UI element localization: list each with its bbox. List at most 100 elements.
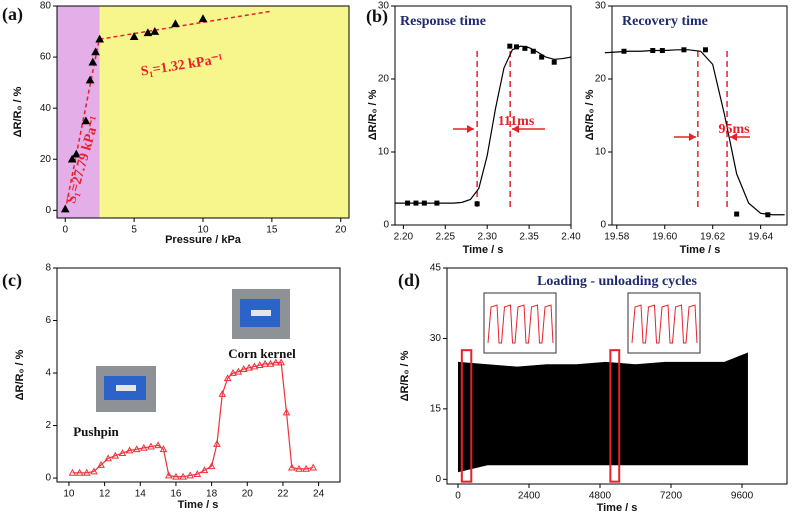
y-tick-label: 0 [600,220,606,231]
marker [71,149,81,158]
marker [213,439,221,447]
marker [255,361,264,369]
y-tick-label: 20 [378,74,390,85]
x-tick-label: 2.25 [436,232,456,243]
marker [295,464,303,472]
x-tick-label: 19.60 [652,232,677,243]
marker [143,28,153,37]
marker [186,471,195,479]
marker [139,443,148,451]
zoom-wave [487,304,554,344]
plot-frame [56,5,350,219]
marker [659,48,665,54]
marker [129,32,139,40]
sample-label: Corn kernel [228,346,296,361]
marker [702,47,708,53]
x-tick-label: 2.30 [477,232,497,243]
fit-curve [395,45,572,204]
y-tick-label: 6 [45,315,51,326]
y-axis-label: ΔR/R₀ / % [584,89,596,140]
y-tick-label: 4 [45,368,51,379]
marker [95,34,105,43]
y-axis-label: ΔR/R₀ / % [14,349,26,400]
marker [621,48,627,54]
marker [245,363,253,371]
marker [118,449,127,457]
x-tick-label: 2400 [518,491,541,502]
y-tick-label: 80 [40,1,52,12]
y-tick-label: 0 [383,220,389,231]
marker [85,75,95,84]
y-tick-label: 20 [595,74,607,85]
panel-label: (b) [366,6,388,27]
region [99,6,349,218]
photo-patch [251,310,271,316]
x-tick-label: 18 [206,489,218,500]
marker [507,43,513,49]
marker [413,200,419,206]
marker [266,359,275,367]
marker [82,468,91,476]
marker [514,44,520,50]
annotation: 95ms [718,122,750,137]
y-tick-label: 15 [430,404,442,415]
arrow-head [512,125,519,133]
marker [172,472,180,480]
marker [530,48,536,54]
y-tick-label: 60 [40,52,52,63]
marker [434,200,440,206]
marker [474,201,480,207]
x-axis-label: Time / s [680,244,721,256]
marker [288,463,296,471]
arrow-head [467,125,474,133]
x-tick-label: 5 [131,225,137,236]
marker [154,441,162,449]
marker [104,454,113,462]
marker [125,446,134,454]
x-tick-label: 20 [242,489,254,500]
x-tick-label: 10 [63,489,75,500]
marker [522,45,528,51]
x-tick-label: 19.62 [700,232,725,243]
marker [179,472,187,480]
x-tick-label: 4800 [589,491,612,502]
x-tick-label: 19.58 [604,232,629,243]
marker [302,464,310,472]
marker [239,365,248,372]
marker [277,358,286,366]
photo-patch [116,385,136,391]
fit-line [64,36,101,211]
marker [207,462,216,470]
zoom-inset [627,292,701,354]
marker [75,468,84,476]
plot-frame [394,5,572,226]
x-tick-label: 20 [335,225,347,236]
marker [164,471,173,479]
y-tick-label: 30 [595,1,607,12]
marker [132,445,141,453]
x-tick-label: 7200 [660,491,683,502]
annotation: 111ms [498,114,535,129]
marker [421,200,427,206]
y-axis-label: ΔR/R₀ / % [367,89,379,140]
marker [88,57,98,66]
marker [68,468,77,476]
x-axis-label: Time / s [178,499,219,511]
panel-label: (d) [398,270,420,291]
region [57,6,100,218]
marker [261,359,269,367]
y-tick-label: 30 [430,333,442,344]
y-tick-label: 0 [45,205,51,216]
x-tick-label: 0 [62,225,68,236]
marker [309,463,318,471]
marker [171,19,180,28]
arrow-head [689,133,696,141]
plot-frame [446,267,788,485]
marker [97,460,105,468]
arrow-head [730,133,737,141]
x-tick-label: 12 [99,489,111,500]
y-tick-label: 10 [378,147,390,158]
x-tick-label: 22 [277,489,289,500]
panel-label: (c) [2,270,22,291]
